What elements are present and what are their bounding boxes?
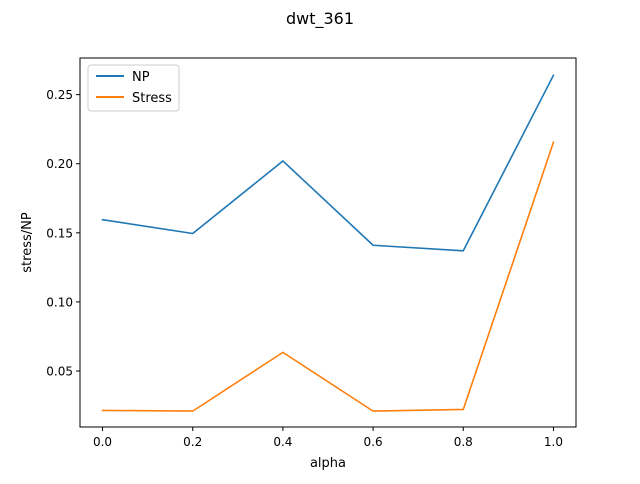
plot-frame: [79, 57, 577, 428]
x-tick-label: 1.0: [544, 435, 563, 449]
x-tick-label: 0.8: [454, 435, 473, 449]
x-axis-label: alpha: [310, 456, 346, 471]
y-tick-label: 0.20: [46, 157, 73, 171]
y-axis-ticks: 0.05 0.10 0.15 0.20 0.25: [46, 88, 80, 379]
legend-label-np: NP: [132, 70, 150, 85]
x-tick-label: 0.0: [93, 435, 112, 449]
series-line-stress: [101, 141, 555, 412]
chart-title: dwt_361: [286, 9, 354, 29]
legend-label-stress: Stress: [132, 91, 172, 106]
x-tick-label: 0.2: [183, 435, 202, 449]
x-tick-label: 0.4: [273, 435, 292, 449]
y-axis-label: stress/NP: [20, 212, 35, 273]
y-tick-label: 0.25: [46, 88, 73, 102]
y-tick-label: 0.05: [46, 365, 73, 379]
x-axis-ticks: 0.0 0.2 0.4 0.6 0.8 1.0: [93, 427, 563, 449]
axes: [79, 57, 577, 428]
series-layer: [101, 74, 555, 412]
plot-area: [80, 58, 576, 427]
y-tick-label: 0.15: [46, 226, 73, 240]
series-line-np: [101, 74, 555, 252]
y-tick-label: 0.10: [46, 295, 73, 309]
plot-background: [80, 58, 576, 427]
x-tick-label: 0.6: [364, 435, 383, 449]
legend: NP Stress: [87, 64, 180, 112]
